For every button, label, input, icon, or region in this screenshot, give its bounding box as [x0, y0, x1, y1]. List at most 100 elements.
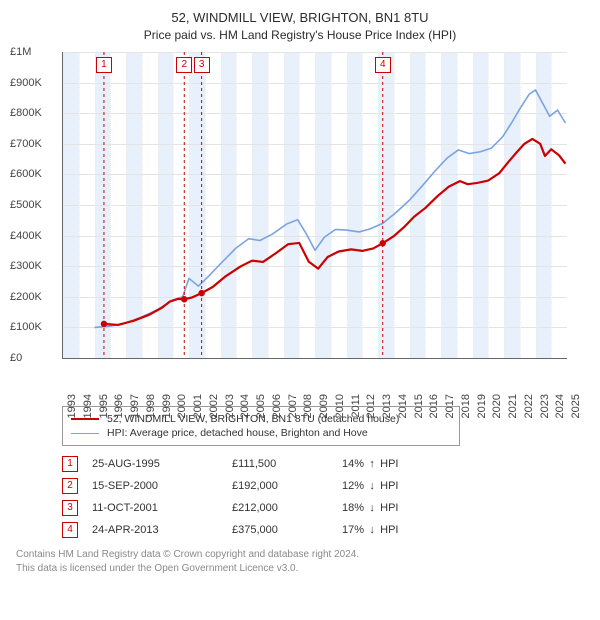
- sale-price: £192,000: [232, 480, 342, 492]
- gridline-v: [536, 52, 537, 358]
- x-tick-label: 1994: [82, 394, 94, 418]
- sale-price: £212,000: [232, 502, 342, 514]
- x-tick-label: 2001: [192, 394, 204, 418]
- x-tick-label: 1998: [145, 394, 157, 418]
- sale-marker-box: 2: [176, 57, 192, 73]
- gridline-v: [394, 52, 395, 358]
- gridline-v: [473, 52, 474, 358]
- title-block: 52, WINDMILL VIEW, BRIGHTON, BN1 8TU Pri…: [0, 0, 600, 42]
- x-tick-label: 2023: [539, 394, 551, 418]
- x-tick-label: 2004: [239, 394, 251, 418]
- sale-row: 3 11-OCT-2001£212,00018% ↓ HPI: [62, 500, 584, 516]
- plot-area: 1234: [62, 52, 567, 359]
- sale-index-box: 3: [62, 500, 78, 516]
- gridline-v: [173, 52, 174, 358]
- gridline-v: [142, 52, 143, 358]
- legend-row: HPI: Average price, detached house, Brig…: [71, 427, 451, 439]
- chart-subtitle: Price paid vs. HM Land Registry's House …: [0, 28, 600, 42]
- x-tick-label: 2019: [476, 394, 488, 418]
- gridline-v: [63, 52, 64, 358]
- x-tick-label: 2015: [413, 394, 425, 418]
- x-tick-label: 2009: [318, 394, 330, 418]
- gridline-v: [189, 52, 190, 358]
- sale-row: 2 15-SEP-2000£192,00012% ↓ HPI: [62, 478, 584, 494]
- sale-price: £111,500: [232, 458, 342, 470]
- gridline-v: [284, 52, 285, 358]
- sale-date: 11-OCT-2001: [92, 502, 232, 514]
- sale-row: 424-APR-2013£375,00017% ↓ HPI: [62, 522, 584, 538]
- x-tick-label: 2013: [381, 394, 393, 418]
- x-tick-label: 2003: [224, 394, 236, 418]
- gridline-v: [488, 52, 489, 358]
- x-tick-label: 2014: [397, 394, 409, 418]
- gridline-v: [95, 52, 96, 358]
- sale-price: £375,000: [232, 524, 342, 536]
- gridline-v: [457, 52, 458, 358]
- x-tick-label: 2022: [523, 394, 535, 418]
- gridline-v: [126, 52, 127, 358]
- sale-date: 25-AUG-1995: [92, 458, 232, 470]
- x-tick-label: 2012: [365, 394, 377, 418]
- x-tick-label: 2002: [208, 394, 220, 418]
- x-tick-label: 2000: [176, 394, 188, 418]
- gridline-v: [347, 52, 348, 358]
- y-tick-label: £400K: [10, 230, 42, 242]
- x-tick-label: 2006: [271, 394, 283, 418]
- footer-line: Contains HM Land Registry data © Crown c…: [16, 548, 584, 562]
- gridline-v: [252, 52, 253, 358]
- x-tick-label: 2007: [287, 394, 299, 418]
- gridline-v: [221, 52, 222, 358]
- y-tick-label: £500K: [10, 199, 42, 211]
- sale-row: 1 25-AUG-1995£111,50014% ↑ HPI: [62, 456, 584, 472]
- chart-area: £0£100K£200K£300K£400K£500K£600K£700K£80…: [16, 52, 584, 400]
- x-tick-label: 1993: [66, 394, 78, 418]
- gridline-v: [551, 52, 552, 358]
- x-tick-label: 2010: [334, 394, 346, 418]
- x-tick-label: 1996: [113, 394, 125, 418]
- y-tick-label: £800K: [10, 107, 42, 119]
- sale-date: 24-APR-2013: [92, 524, 232, 536]
- gridline-v: [315, 52, 316, 358]
- y-tick-label: £700K: [10, 138, 42, 150]
- sale-date: 15-SEP-2000: [92, 480, 232, 492]
- gridline-v: [205, 52, 206, 358]
- sale-marker-box: 3: [194, 57, 210, 73]
- sale-vs-hpi: 17% ↓ HPI: [342, 524, 442, 536]
- x-tick-label: 2020: [491, 394, 503, 418]
- gridline-v: [362, 52, 363, 358]
- sale-marker-box: 4: [375, 57, 391, 73]
- sale-vs-hpi: 14% ↑ HPI: [342, 458, 442, 470]
- gridline-v: [331, 52, 332, 358]
- y-tick-label: £900K: [10, 77, 42, 89]
- gridline-v: [299, 52, 300, 358]
- gridline-v: [378, 52, 379, 358]
- gridline-v: [441, 52, 442, 358]
- x-tick-label: 2025: [570, 394, 582, 418]
- gridline-v: [236, 52, 237, 358]
- sale-index-box: 2: [62, 478, 78, 494]
- x-tick-label: 2005: [255, 394, 267, 418]
- legend-label-hpi: HPI: Average price, detached house, Brig…: [107, 427, 368, 439]
- x-tick-label: 2016: [428, 394, 440, 418]
- chart-title: 52, WINDMILL VIEW, BRIGHTON, BN1 8TU: [0, 10, 600, 25]
- sale-vs-hpi: 18% ↓ HPI: [342, 502, 442, 514]
- footer: Contains HM Land Registry data © Crown c…: [16, 548, 584, 575]
- footer-line: This data is licensed under the Open Gov…: [16, 562, 584, 576]
- gridline-v: [425, 52, 426, 358]
- x-tick-label: 2021: [507, 394, 519, 418]
- sale-vs-hpi: 12% ↓ HPI: [342, 480, 442, 492]
- y-tick-label: £300K: [10, 260, 42, 272]
- chart-container: 52, WINDMILL VIEW, BRIGHTON, BN1 8TU Pri…: [0, 0, 600, 620]
- sale-index-box: 1: [62, 456, 78, 472]
- gridline-v: [110, 52, 111, 358]
- gridline-v: [520, 52, 521, 358]
- x-tick-label: 2018: [460, 394, 472, 418]
- y-tick-label: £100K: [10, 321, 42, 333]
- x-tick-label: 2017: [444, 394, 456, 418]
- y-axis-labels: £0£100K£200K£300K£400K£500K£600K£700K£80…: [10, 52, 56, 358]
- sale-points-table: 1 25-AUG-1995£111,50014% ↑ HPI 2 15-SEP-200…: [62, 456, 584, 538]
- x-tick-label: 2011: [350, 394, 362, 418]
- x-tick-label: 2008: [302, 394, 314, 418]
- y-tick-label: £200K: [10, 291, 42, 303]
- gridline-v: [410, 52, 411, 358]
